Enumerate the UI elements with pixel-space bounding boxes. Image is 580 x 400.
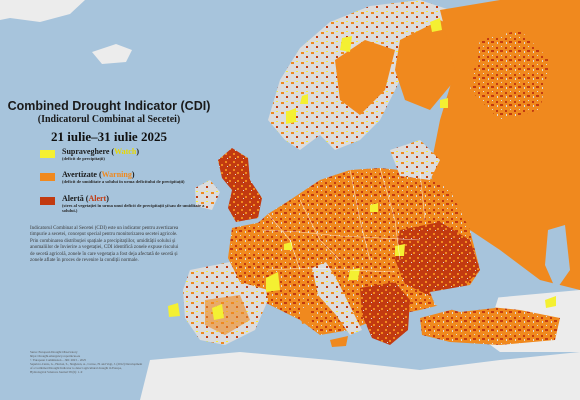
source-line: Sepulcre-Canto, G., Horion, S., Singleto… xyxy=(30,362,143,366)
legend-desc-watch: (deficit de precipitații) xyxy=(62,156,105,161)
greenland xyxy=(0,0,85,22)
central-europe xyxy=(250,168,480,335)
legend-desc-warning: (deficit de umiditate a solului în urma … xyxy=(62,179,185,184)
legend-label-warning: Avertizate ( xyxy=(62,170,102,179)
black-sea xyxy=(430,285,500,312)
iceland xyxy=(92,44,132,64)
balkans xyxy=(360,282,410,345)
sources-block: Sursa: European Drought Observatory http… xyxy=(30,350,150,374)
borders xyxy=(261,167,426,273)
iberia-warning xyxy=(205,295,250,335)
legend-title-watch: Supraveghere (Watch) xyxy=(62,147,139,156)
map-title: Combined Drought Indicator (CDI) xyxy=(7,99,211,113)
legend-tag-close-warning: ) xyxy=(131,170,135,179)
sicily xyxy=(330,336,348,347)
legend-tag-alert: Alert xyxy=(88,194,107,203)
legend-tag-watch: Watch xyxy=(114,147,137,156)
legend-tag-close-alert: ) xyxy=(106,194,109,203)
baltics xyxy=(390,140,440,180)
turkey xyxy=(420,305,560,345)
watch-swatch xyxy=(40,150,55,158)
source-line: https://drought.emergency.copernicus.eu xyxy=(30,354,81,358)
italy xyxy=(312,262,362,335)
corsica-sardinia xyxy=(300,306,312,324)
legend-label-alert: Alertă ( xyxy=(62,194,89,203)
alert-swatch xyxy=(40,197,55,205)
france xyxy=(228,222,285,290)
description-text: Indicatorul Combinat al Secetei (CDI) es… xyxy=(30,226,179,264)
warning-swatch xyxy=(40,173,55,181)
russia-patch-north xyxy=(470,30,550,120)
date-range: 21 iulie–31 iulie 2025 xyxy=(51,129,167,144)
north-africa xyxy=(140,352,580,400)
legend-label-watch: Supraveghere ( xyxy=(62,147,115,156)
sweden-warning xyxy=(335,40,395,115)
source-line: Hydrological Sciences Journal 58 (6): 1–… xyxy=(30,370,83,374)
legend-tag-warning: Warning xyxy=(101,170,132,179)
source-line: of a Combined Drought Indicator to detec… xyxy=(30,366,122,370)
map-subtitle: (Indicatorul Combinat al Secetei) xyxy=(37,114,181,125)
caspian-sea xyxy=(545,225,570,290)
romania-ukraine-alert xyxy=(395,222,480,296)
source-line: © European Commission – JRC 2023 – 2025 xyxy=(30,358,87,362)
legend-title-alert: Alertă (Alert) xyxy=(62,194,109,203)
source-line: Sursa: European Drought Observatory xyxy=(30,350,78,354)
finland xyxy=(395,20,460,110)
watch-spots xyxy=(168,18,556,320)
legend-desc-alert: (stres al vegetației în urma unui defici… xyxy=(62,203,205,214)
legend-title-warning: Avertizate (Warning) xyxy=(62,170,135,179)
legend-tag-close-watch: ) xyxy=(136,147,139,156)
great-britain xyxy=(218,148,262,222)
ireland xyxy=(195,180,220,210)
